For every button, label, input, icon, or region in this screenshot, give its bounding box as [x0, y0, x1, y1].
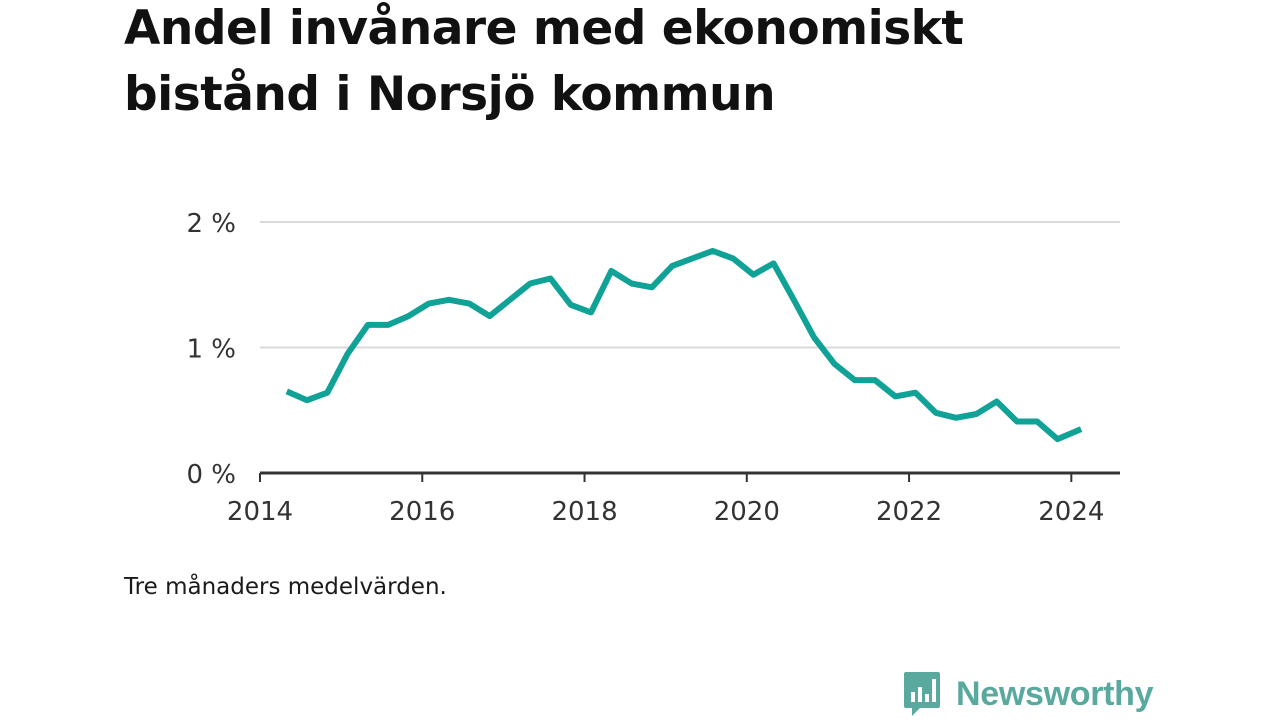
data-point	[852, 377, 858, 383]
data-point	[1034, 419, 1040, 425]
y-tick-label: 0 %	[186, 460, 236, 490]
data-point	[791, 297, 797, 303]
data-point	[872, 377, 878, 383]
data-point	[608, 268, 614, 274]
data-point	[487, 313, 493, 319]
data-point	[1055, 436, 1061, 442]
data-point	[426, 301, 432, 307]
data-point	[913, 390, 919, 396]
data-point	[466, 301, 472, 307]
x-tick-label: 2016	[389, 497, 455, 527]
data-point	[831, 361, 837, 367]
y-tick-label: 2 %	[186, 209, 236, 239]
y-axis-ticks: 0 % 1 % 2 %	[186, 209, 236, 490]
x-tick-label: 2018	[551, 497, 617, 527]
data-point	[710, 248, 716, 254]
newsworthy-chart-bubble-icon	[904, 672, 940, 716]
data-point	[771, 260, 777, 266]
data-point	[892, 393, 898, 399]
series	[284, 247, 1084, 443]
x-tick-label: 2014	[227, 497, 293, 527]
x-tick-label: 2022	[876, 497, 942, 527]
data-point	[933, 410, 939, 416]
data-point	[1078, 426, 1084, 432]
data-point	[811, 334, 817, 340]
data-point	[345, 351, 351, 357]
data-point	[385, 322, 391, 328]
data-point	[629, 280, 635, 286]
chart-title: Andel invånare med ekonomiskt bistånd i …	[124, 1, 964, 122]
data-point	[973, 411, 979, 417]
data-point	[284, 388, 290, 394]
gridlines	[260, 221, 1120, 349]
y-tick-label: 1 %	[186, 335, 236, 365]
brand-logo[interactable]: Newsworthy	[902, 670, 1154, 718]
x-tick-label: 2024	[1038, 497, 1104, 527]
data-point	[547, 275, 553, 281]
data-point	[750, 272, 756, 278]
brand-name: Newsworthy	[956, 674, 1154, 713]
data-point	[527, 280, 533, 286]
data-point	[507, 297, 513, 303]
series-line	[285, 247, 1083, 443]
data-point	[446, 297, 452, 303]
data-point	[1014, 419, 1020, 425]
data-point	[994, 398, 1000, 404]
data-point	[689, 255, 695, 261]
data-point	[730, 255, 736, 261]
data-point	[324, 390, 330, 396]
chart-caption: Tre månaders medelvärden.	[124, 574, 447, 600]
data-point	[588, 309, 594, 315]
data-point	[953, 415, 959, 421]
data-point	[568, 302, 574, 308]
data-point	[669, 263, 675, 269]
x-tick-label: 2020	[714, 497, 780, 527]
data-point	[304, 397, 310, 403]
x-axis-ticks: 2014 2016 2018 2020 2022 2024	[227, 473, 1104, 527]
data-point	[649, 284, 655, 290]
data-point	[405, 313, 411, 319]
data-point	[365, 322, 371, 328]
